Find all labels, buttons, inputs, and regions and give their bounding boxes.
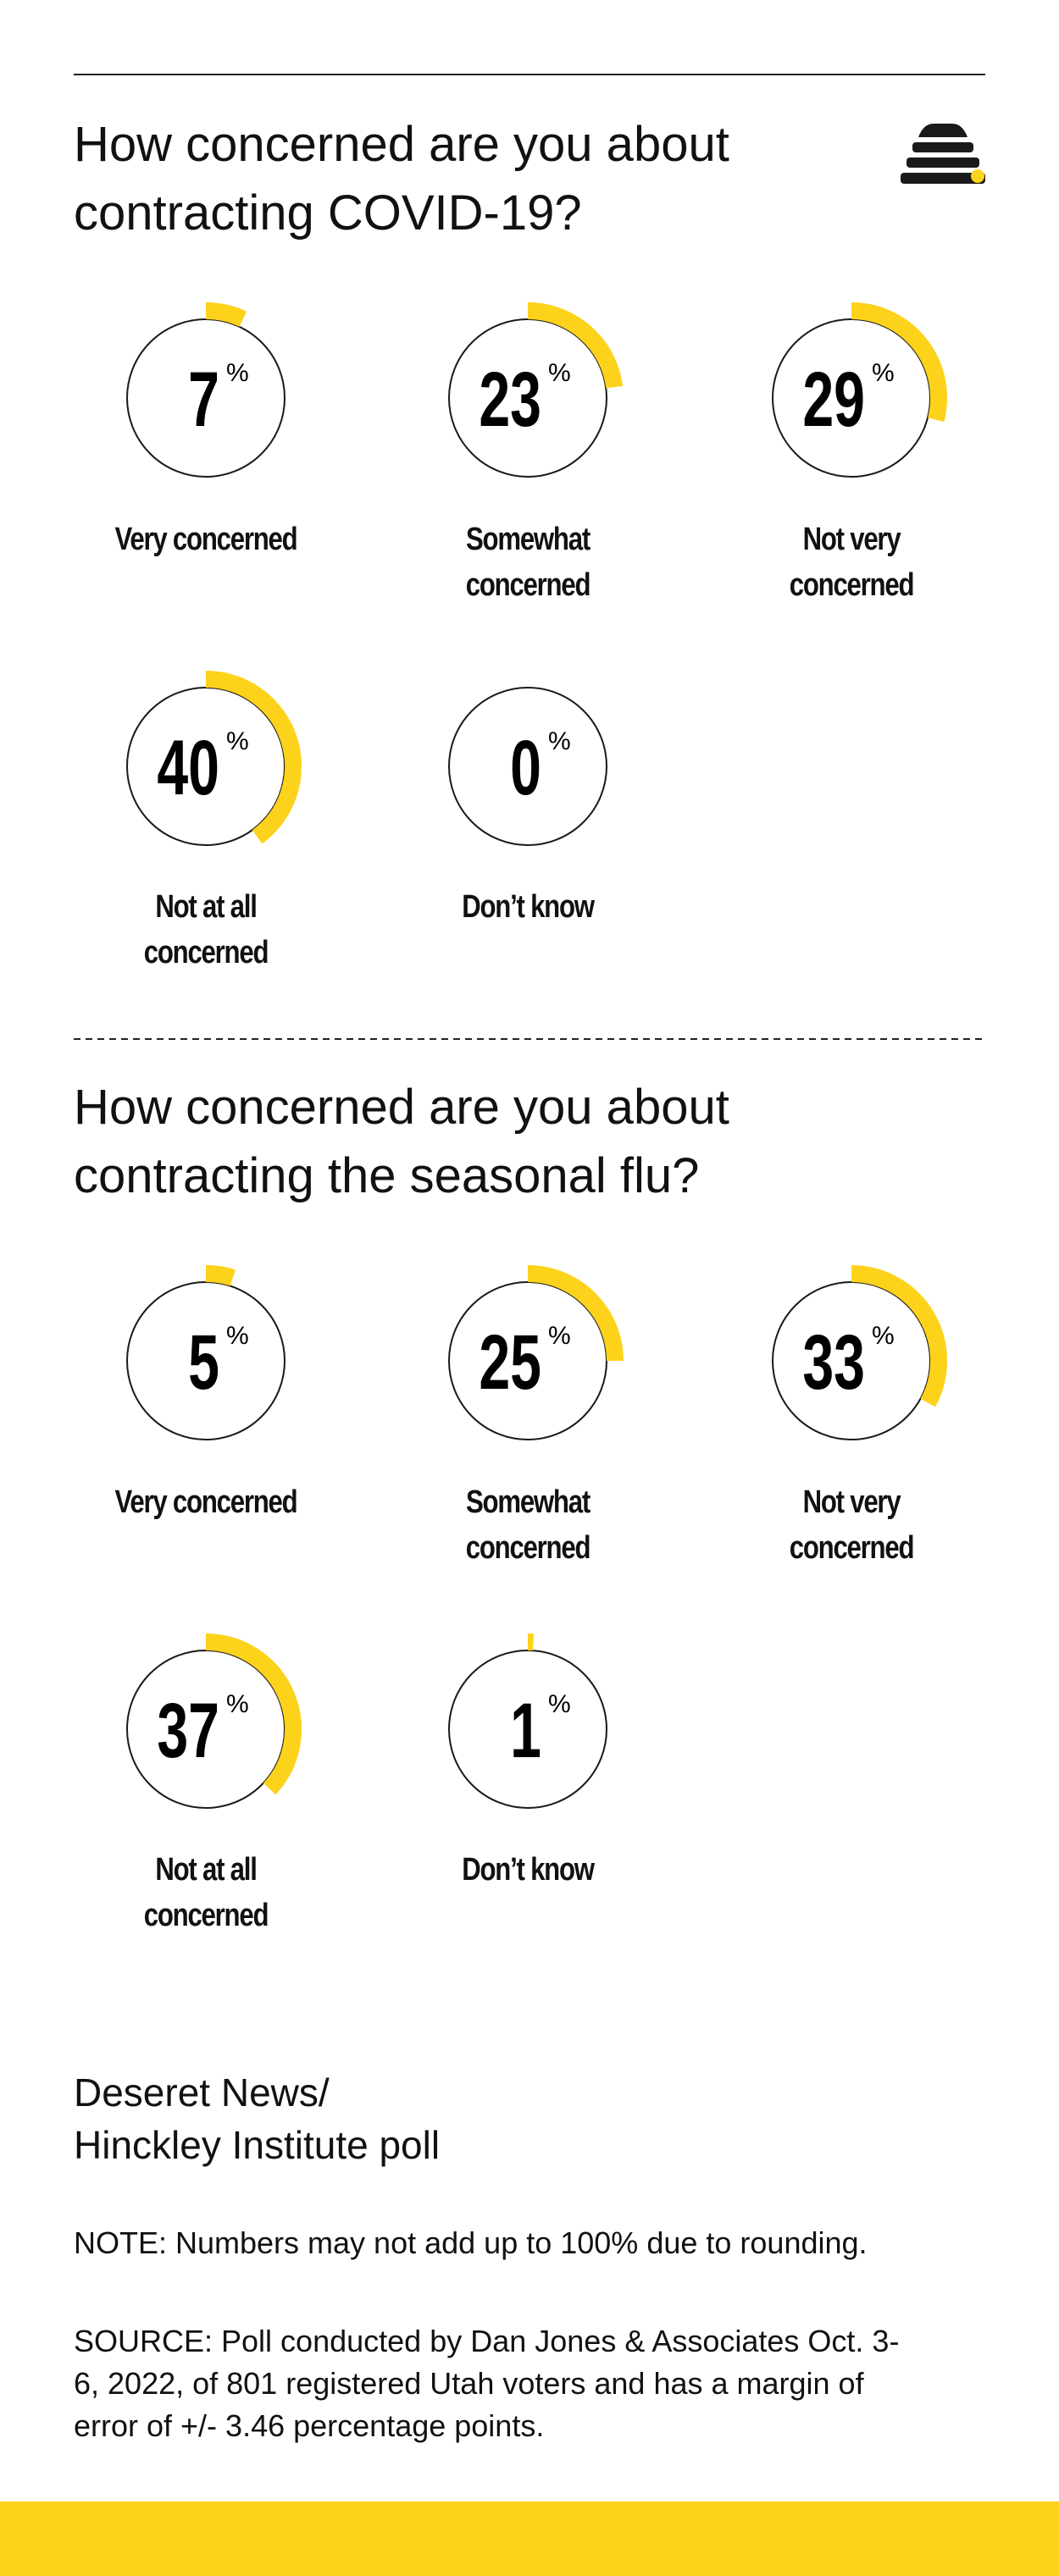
footer-bar [0,2501,1059,2576]
unit-label: % [872,1322,895,1350]
category-label: Not at all concerned [143,889,269,970]
category-label: Not very concerned [789,1484,915,1566]
value-label: 40 [157,723,219,810]
note: NOTE: Numbers may not add up to 100% due… [74,2225,868,2260]
value-label: 33 [802,1318,865,1405]
value-label: 0 [510,723,541,810]
credit-line: Hinckley Institute poll [74,2123,441,2167]
value-label: 7 [188,355,219,442]
source: SOURCE: Poll conducted by Dan Jones & As… [74,2324,900,2443]
gauge-arc [851,302,947,423]
unit-label: % [548,1690,571,1718]
gauge-arc [851,1265,947,1407]
category-label: Not at all concerned [143,1852,269,1933]
logo [901,124,985,184]
gauge-arc [205,302,247,327]
unit-label: % [226,1690,249,1718]
gauge-arc [527,1265,624,1362]
unit-label: % [872,359,895,387]
gauge-arc [205,671,302,844]
unit-label: % [226,1322,249,1350]
gauge-arc [205,1633,302,1795]
unit-label: % [226,727,249,755]
value-label: 1 [510,1686,541,1773]
unit-label: % [226,359,249,387]
unit-label: % [548,1322,571,1350]
value-label: 5 [188,1318,219,1405]
chart-title: How concerned are you about contracting … [74,1080,729,1203]
chart-title: How concerned are you about contracting … [74,117,729,240]
credit-line: Deseret News/ [74,2070,330,2114]
value-label: 29 [802,355,865,442]
category-label: Don’t know [462,889,595,925]
unit-label: % [548,359,571,387]
gauge-arc [205,1265,236,1286]
gauge-arc [527,302,624,389]
gauge-ring [448,1650,607,1809]
category-label: Somewhat concerned [465,522,591,603]
category-label: Not very concerned [789,522,915,603]
category-label: Somewhat concerned [465,1484,591,1566]
category-label: Very concerned [114,1484,298,1520]
category-label: Don’t know [462,1852,595,1888]
value-label: 37 [157,1686,219,1773]
value-label: 25 [479,1318,541,1405]
unit-label: % [548,727,571,755]
value-label: 23 [479,355,541,442]
category-label: Very concerned [114,522,298,557]
credit: Deseret News/ Hinckley Institute poll [74,2066,440,2171]
gauge-ring [448,687,607,846]
